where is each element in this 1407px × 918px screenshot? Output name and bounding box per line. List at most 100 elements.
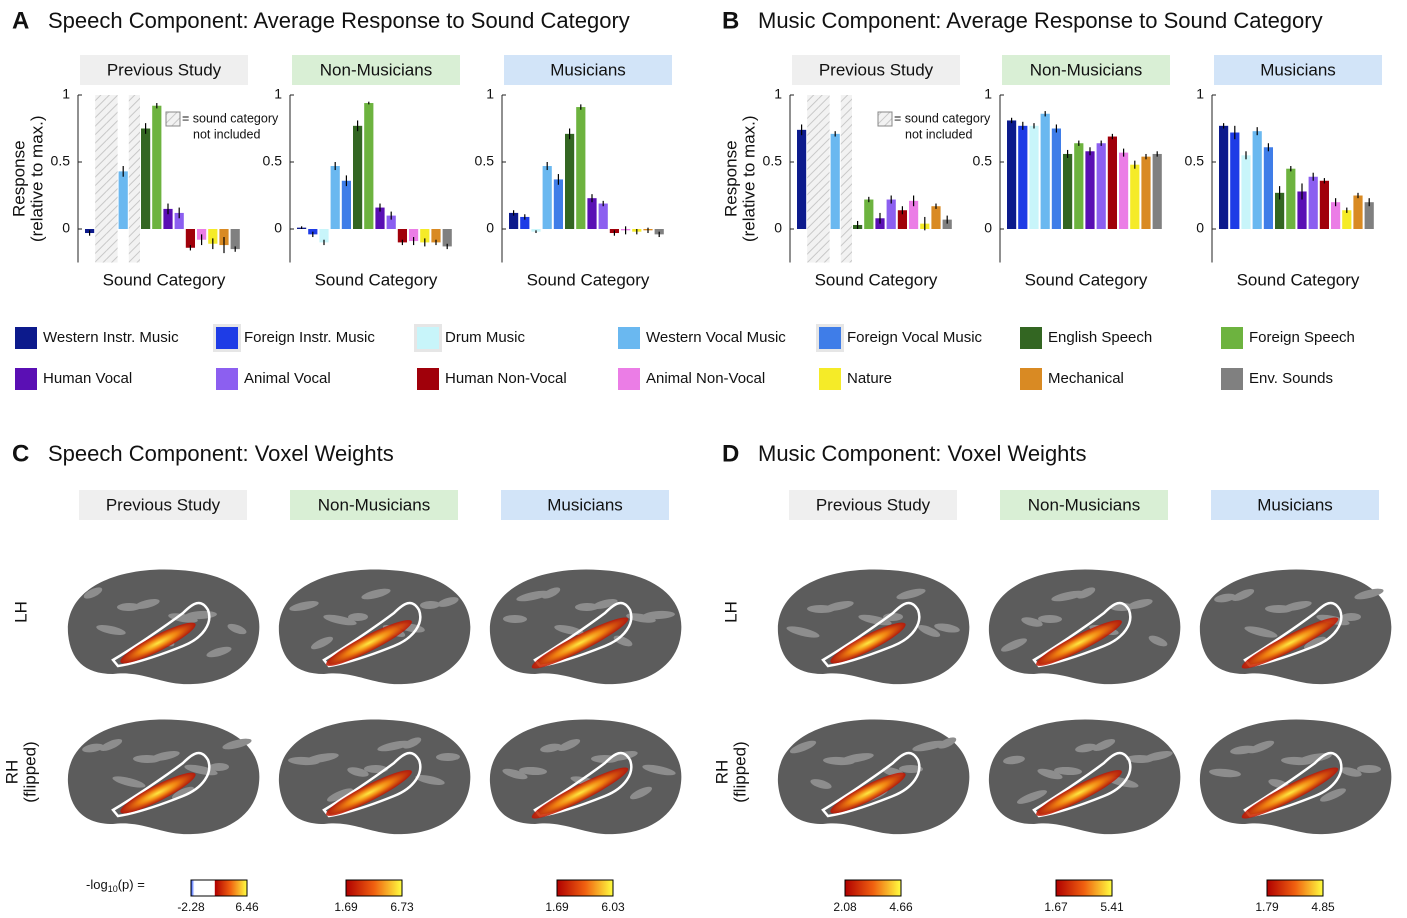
colorbar-min: 1.69	[334, 900, 358, 914]
region-outline	[821, 601, 921, 668]
sulcus	[436, 752, 460, 762]
sulcus	[82, 743, 104, 753]
not-included	[818, 95, 830, 263]
sulcus	[883, 612, 903, 622]
sulcus	[1143, 750, 1173, 762]
chart-title: Musicians	[550, 60, 626, 79]
sulcus	[1038, 614, 1062, 624]
legend-swatch	[417, 368, 439, 390]
bar	[598, 203, 608, 229]
chart-title: Non-Musicians	[1030, 60, 1142, 79]
y-tick-label: 1	[274, 86, 282, 102]
column-title: Musicians	[1257, 495, 1333, 514]
activation	[531, 767, 629, 819]
y-axis-label: Response	[9, 140, 28, 217]
sulcus	[1214, 593, 1236, 603]
bar	[830, 133, 840, 229]
bar	[1119, 152, 1129, 229]
annotation: = sound category	[182, 111, 279, 125]
bar	[364, 103, 374, 229]
y-tick-label: 0.5	[475, 153, 495, 169]
bar	[375, 207, 385, 229]
x-axis-label: Sound Category	[1237, 270, 1360, 289]
bar	[1275, 192, 1285, 229]
sulcus	[1051, 590, 1085, 602]
sulcus	[112, 776, 146, 788]
title-box	[504, 55, 672, 85]
bar	[931, 206, 941, 229]
region-outline	[111, 751, 211, 818]
sulcus	[1247, 740, 1275, 754]
bar	[1107, 136, 1117, 229]
bar	[542, 166, 552, 229]
panel-title: Music Component: Average Response to Sou…	[758, 8, 1323, 33]
sulcus	[642, 764, 676, 776]
sulcus	[896, 588, 926, 600]
chart-title: Musicians	[1260, 60, 1336, 79]
annotation: not included	[193, 127, 260, 141]
brain	[988, 569, 1181, 685]
colorbar	[1055, 879, 1113, 897]
bar	[553, 179, 563, 229]
sulcus	[643, 610, 675, 620]
not-included	[807, 95, 819, 263]
sulcus	[1303, 636, 1327, 650]
colorbar-min: -2.28	[177, 900, 205, 914]
panel-title: Speech Component: Voxel Weights	[48, 441, 394, 466]
annotation: = sound category	[894, 111, 991, 125]
bar	[1263, 147, 1273, 229]
sulcus	[1021, 617, 1043, 627]
sulcus	[227, 623, 247, 635]
y-tick-label: 1	[62, 86, 70, 102]
y-tick-label: 0.5	[51, 153, 71, 169]
brain	[489, 719, 682, 835]
sulcus	[171, 786, 195, 800]
column-title: Non-Musicians	[1028, 495, 1140, 514]
legend-swatch	[819, 327, 841, 349]
colorbar	[556, 879, 614, 897]
colorbar-max: 6.46	[235, 900, 259, 914]
sulcus	[347, 767, 369, 777]
legend-label: Animal Vocal	[244, 370, 331, 387]
legend-label: Drum Music	[445, 329, 526, 346]
sulcus	[937, 737, 957, 749]
panel-letter: D	[722, 440, 739, 467]
colorbar-max: 6.73	[390, 900, 414, 914]
legend-swatch	[417, 327, 439, 349]
sulcus	[1127, 599, 1153, 609]
activation	[531, 617, 629, 669]
y-axis-label: (relative to max.)	[739, 115, 758, 242]
sulcus	[1341, 612, 1361, 622]
y-axis-label: (relative to max.)	[27, 115, 46, 242]
bar	[152, 105, 162, 229]
sulcus	[934, 623, 960, 633]
colorbar	[345, 879, 403, 897]
colorbar	[190, 879, 248, 897]
legend-swatch	[1020, 368, 1042, 390]
legend-label: Foreign Instr. Music	[244, 329, 375, 346]
sulcus	[629, 786, 653, 800]
sulcus	[289, 600, 319, 612]
legend-swatch	[1221, 327, 1243, 349]
scale-label-sub: 10	[108, 884, 118, 894]
bar	[319, 229, 329, 243]
sulcus	[502, 768, 528, 780]
activation	[1036, 620, 1122, 666]
bar	[431, 229, 441, 243]
legend-label: Western Vocal Music	[646, 329, 786, 346]
sulcus	[415, 774, 445, 786]
sulcus	[516, 590, 550, 602]
sulcus	[1354, 588, 1384, 600]
bar	[864, 199, 874, 229]
sulcus	[1340, 767, 1362, 777]
colorbar-min: 1.79	[1255, 900, 1279, 914]
hatch-key	[165, 111, 181, 127]
bar	[1252, 131, 1262, 229]
title-box	[1002, 55, 1170, 85]
bar	[897, 210, 907, 229]
activation	[326, 620, 412, 666]
panel-letter: A	[12, 7, 29, 34]
region-outline	[533, 751, 633, 818]
bar	[1051, 128, 1061, 229]
legend-label: English Speech	[1048, 329, 1152, 346]
